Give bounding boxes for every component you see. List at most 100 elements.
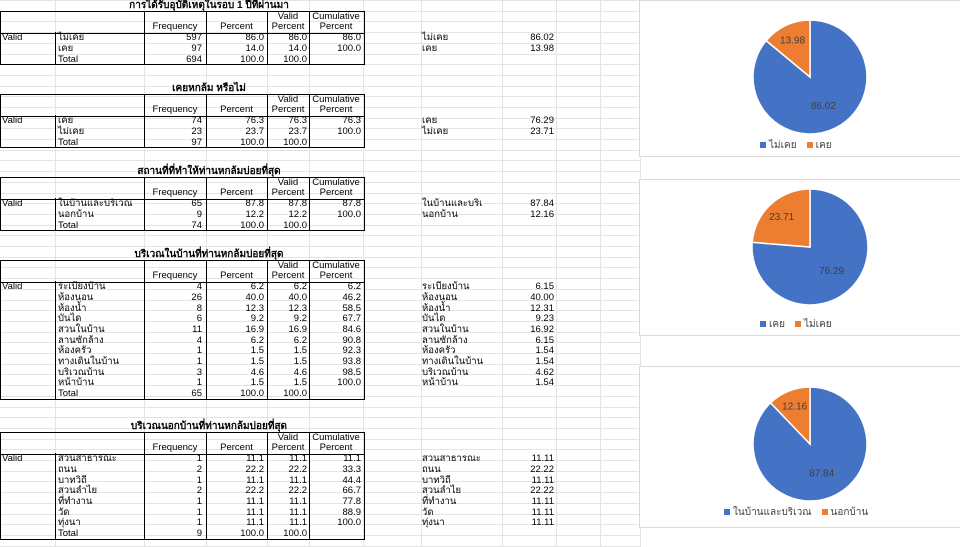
pie-slice[interactable] [751, 188, 811, 248]
summary-label: ลานซักล้าง [422, 334, 468, 346]
cell-percent: 6.2 [250, 334, 264, 346]
pie-legend: เคย ไม่เคย [760, 317, 842, 332]
header-valid-percent: Percent [271, 270, 305, 282]
row-label: นอกบ้าน [58, 208, 94, 220]
cell-frequency: 74 [191, 115, 202, 127]
header-cumulative-percent: Percent [319, 21, 353, 33]
header-frequency: Frequency [152, 442, 198, 454]
summary-value: 4.62 [535, 366, 555, 378]
summary-value: 11.11 [531, 517, 554, 529]
summary-label: ห้องนอน [422, 291, 458, 303]
summary-value: 13.98 [530, 42, 554, 54]
row-label: สวนในบ้าน [58, 323, 105, 335]
summary-label: ห้องน้ำ [422, 302, 451, 314]
summary-value: 11.11 [531, 474, 554, 486]
legend-item: ไม่เคย [794, 319, 832, 330]
row-label: ห้องน้ำ [58, 302, 87, 314]
pie-chart-ever-fell[interactable]: 76.29 23.71 เคย ไม่เคย [639, 179, 960, 336]
cell-valid-percent: 22.2 [288, 463, 308, 475]
cell-cumulative-percent: 88.9 [342, 506, 362, 518]
summary-label: ถนน [422, 463, 441, 475]
cell-frequency: 2 [196, 463, 202, 475]
summary-label: วัด [422, 506, 434, 518]
pie-slice[interactable] [751, 188, 869, 306]
cell-percent: 40.0 [245, 291, 265, 303]
row-label: ไม่เคย [58, 32, 85, 44]
cell-valid-percent: 1.5 [293, 345, 307, 357]
cell-percent: 100.0 [240, 388, 264, 400]
header-valid-percent: Valid [277, 10, 299, 22]
cell-frequency: 97 [191, 42, 202, 54]
pie-legend: ในบ้านและบริเวณ นอกบ้าน [724, 505, 878, 520]
cell-frequency: 65 [191, 388, 202, 400]
row-label: ที่ทำงาน [58, 495, 93, 507]
cell-cumulative-percent: 98.5 [342, 366, 362, 378]
cell-percent: 11.1 [246, 474, 264, 486]
cell-valid-percent: 87.8 [288, 198, 308, 210]
summary-value: 22.22 [530, 485, 554, 497]
cell-cumulative-percent [309, 388, 361, 399]
pie-data-label: 76.29 [819, 266, 844, 277]
summary-label: ไม่เคย [422, 32, 449, 44]
header-percent: Percent [220, 21, 253, 33]
cell-valid-percent: 11.1 [289, 474, 307, 486]
cell-frequency: 97 [191, 136, 202, 148]
cell-cumulative-percent: 86.0 [342, 32, 362, 44]
summary-label: สวนในบ้าน [422, 323, 469, 335]
pie-data-label: 23.71 [769, 212, 794, 223]
cell-valid-percent: 100.0 [283, 136, 307, 148]
cell-frequency: 1 [196, 474, 202, 486]
summary-label: ไม่เคย [422, 125, 449, 137]
cell-percent: 22.2 [245, 463, 265, 475]
cell-cumulative-percent: 93.8 [342, 356, 362, 367]
header-percent: Percent [220, 442, 253, 454]
summary-value: 6.15 [535, 281, 555, 293]
cell-cumulative-percent [309, 137, 361, 148]
pie-svg: 87.84 12.16 [752, 386, 868, 502]
summary-label: ในบ้านและบริเ [422, 198, 483, 210]
summary-label: ห้องครัว [422, 345, 456, 357]
row-label: ถนน [58, 463, 77, 475]
pie-data-label: 87.84 [809, 469, 834, 480]
cell-valid-percent: 100.0 [283, 528, 307, 539]
pie-chart-accident[interactable]: 86.02 13.98 ไม่เคย เคย [639, 0, 960, 157]
summary-value: 11.11 [531, 506, 554, 518]
cell-percent: 1.5 [250, 356, 264, 367]
header-valid-percent: Valid [277, 431, 299, 443]
row-label: Total [58, 136, 79, 148]
cell-percent: 11.1 [246, 506, 264, 518]
cell-percent: 14.0 [245, 42, 265, 54]
cell-frequency: 9 [196, 208, 202, 220]
pie-slice[interactable] [765, 19, 811, 79]
row-group-label: Valid [2, 198, 23, 210]
cell-frequency: 8 [196, 302, 202, 314]
row-label: ลานซักล้าง [58, 334, 104, 346]
cell-valid-percent: 86.0 [288, 32, 308, 44]
cell-frequency: 1 [196, 506, 202, 518]
legend-item: ไม่เคย [760, 140, 797, 151]
cell-cumulative-percent: 11.1 [343, 453, 361, 465]
cell-percent: 12.2 [245, 208, 265, 220]
pie-chart-fall-location[interactable]: 87.84 12.16 ในบ้านและบริเวณ นอกบ้าน [639, 366, 960, 528]
cell-cumulative-percent [309, 54, 361, 65]
cell-valid-percent: 12.2 [288, 208, 308, 220]
pie-data-label: 12.16 [782, 401, 807, 412]
cell-percent: 100.0 [240, 528, 264, 539]
header-valid-percent: Valid [277, 93, 299, 105]
header-valid-percent: Percent [271, 442, 305, 454]
row-label: ไม่เคย [58, 125, 85, 137]
legend-item: เคย [806, 140, 832, 151]
cell-percent: 4.6 [250, 366, 264, 378]
cell-cumulative-percent: 100.0 [337, 42, 361, 54]
summary-value: 76.29 [530, 115, 554, 127]
pie-slice[interactable] [769, 386, 811, 446]
row-label: Total [58, 388, 79, 400]
summary-label: หน้าบ้าน [422, 377, 458, 389]
cell-cumulative-percent: 46.2 [342, 291, 362, 303]
summary-label: ที่ทำงาน [422, 495, 457, 507]
cell-frequency: 1 [196, 517, 202, 529]
cell-valid-percent: 11.1 [289, 453, 307, 465]
legend-item: นอกบ้าน [821, 507, 868, 518]
row-group-label: Valid [2, 32, 23, 44]
header-percent: Percent [220, 187, 253, 199]
